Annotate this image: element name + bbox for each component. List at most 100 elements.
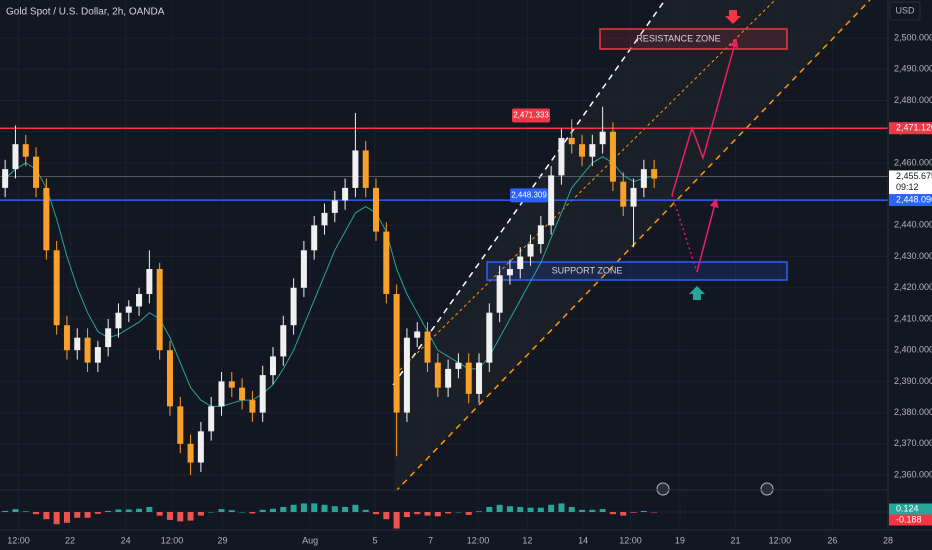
chart-title: Gold Spot / U.S. Dollar, 2h, OANDA (6, 7, 165, 18)
oscillator-bar (12, 509, 19, 512)
oscillator-bar (620, 512, 627, 516)
candle-body (373, 187, 380, 232)
price-label-box (889, 170, 932, 195)
oscillator-bar (33, 512, 40, 515)
y-tick-label: 2,460.000 (894, 157, 932, 167)
candle-body (558, 137, 565, 176)
channel-lower (395, 0, 871, 490)
oscillator-bar (424, 512, 431, 516)
oscillator-bar (527, 507, 534, 512)
y-tick-label: 2,370.000 (894, 438, 932, 448)
event-icon[interactable] (760, 482, 774, 496)
candle-body (321, 212, 328, 226)
candle-body (218, 381, 225, 407)
candle-body (115, 312, 122, 329)
candle-body (506, 269, 513, 276)
oscillator-bar (177, 512, 184, 522)
candle-body (568, 137, 575, 145)
oscillator-bar (53, 512, 60, 525)
y-tick-label: 2,380.000 (894, 407, 932, 417)
oscillator-bar (115, 509, 122, 512)
oscillator-bar (331, 506, 338, 512)
candle-body (393, 294, 400, 413)
oscillator-bar (599, 509, 606, 512)
oscillator-bar (362, 509, 369, 512)
candle-body (527, 244, 534, 257)
candle-body (548, 175, 555, 226)
candle-body (579, 144, 586, 157)
candle-body (599, 131, 606, 145)
candle-body (424, 331, 431, 363)
candle-body (136, 294, 143, 307)
candle-body (63, 325, 70, 351)
currency[interactable]: USD (895, 5, 915, 15)
marker-label: 2,471.333 (513, 111, 549, 120)
zone-label: RESISTANCE ZONE (636, 33, 720, 43)
candle-body (342, 187, 349, 201)
oscillator-bar (280, 506, 287, 512)
oscillator-label-box (889, 503, 932, 515)
oscillator-bar (445, 512, 452, 514)
x-tick-label: 21 (731, 535, 741, 545)
oscillator-bar (22, 511, 29, 512)
x-tick-label: 26 (827, 535, 837, 545)
oscillator-bar (651, 512, 658, 513)
oscillator-bar (63, 512, 70, 523)
candle-body (12, 144, 19, 170)
x-tick-label: 22 (65, 535, 75, 545)
drawings (392, 0, 871, 490)
zone-label: SUPPORT ZONE (552, 265, 623, 275)
oscillator-bar (300, 503, 307, 512)
x-tick-label: Aug (302, 535, 318, 545)
event-icon[interactable] (656, 482, 670, 496)
oscillator-bar (321, 504, 328, 512)
candle-body (84, 337, 91, 363)
candle-body (239, 387, 246, 401)
x-tick-label: 12:00 (619, 535, 642, 545)
candle-body (156, 269, 163, 351)
candle-body (620, 181, 627, 207)
oscillator-label: 0.124 (896, 503, 919, 513)
oscillator-bar (476, 511, 483, 512)
y-tick-label: 2,410.000 (894, 313, 932, 323)
oscillator-bar (579, 509, 586, 512)
y-tick-label: 2,420.000 (894, 282, 932, 292)
oscillator-bar (434, 512, 441, 517)
candle-body (403, 337, 410, 413)
oscillator-bar (589, 509, 596, 512)
oscillator-bar (125, 509, 132, 512)
currency-box[interactable] (889, 1, 921, 21)
marker-label: 2,448.309 (511, 191, 547, 200)
y-tick-label: 2,480.000 (894, 95, 932, 105)
oscillator-bar (2, 510, 9, 512)
oscillator-bar (208, 512, 215, 513)
y-tick-label: 2,390.000 (894, 376, 932, 386)
candle-body (589, 144, 596, 157)
projections (656, 10, 774, 496)
x-tick-label: 12:00 (7, 535, 30, 545)
oscillator-bar (43, 512, 50, 520)
candle-body (651, 169, 658, 179)
countdown: 09:12 (896, 182, 919, 192)
candle-body (43, 187, 50, 251)
candle-body (125, 306, 132, 313)
candle-body (187, 443, 194, 463)
oscillator-bar (105, 510, 112, 512)
candle-body (269, 356, 276, 376)
candle-body (300, 250, 307, 288)
candle-body (22, 144, 29, 157)
oscillator-bar (609, 512, 616, 515)
candle-body (280, 325, 287, 357)
candle-body (476, 362, 483, 394)
x-tick-label: 7 (428, 535, 433, 545)
y-tick-label: 2,500.000 (894, 32, 932, 42)
oscillator-bar (455, 512, 462, 513)
candle-body (445, 368, 452, 388)
candle-body (208, 406, 215, 432)
candle-body (331, 200, 338, 213)
candle-body (146, 269, 153, 294)
candle-body (455, 362, 462, 369)
candle-body (197, 431, 204, 463)
moving-average (4, 156, 655, 407)
oscillator-bar (383, 512, 390, 520)
